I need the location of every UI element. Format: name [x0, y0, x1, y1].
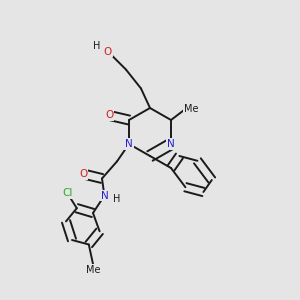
Text: O: O — [79, 169, 88, 179]
Text: N: N — [100, 190, 108, 201]
Text: Me: Me — [184, 103, 199, 114]
Text: H: H — [113, 194, 120, 204]
Text: O: O — [105, 110, 114, 121]
Text: N: N — [125, 139, 133, 149]
Text: H: H — [93, 41, 100, 51]
Text: Cl: Cl — [62, 188, 73, 199]
Text: N: N — [167, 139, 175, 149]
Text: Me: Me — [86, 265, 100, 275]
Text: O: O — [104, 46, 112, 57]
